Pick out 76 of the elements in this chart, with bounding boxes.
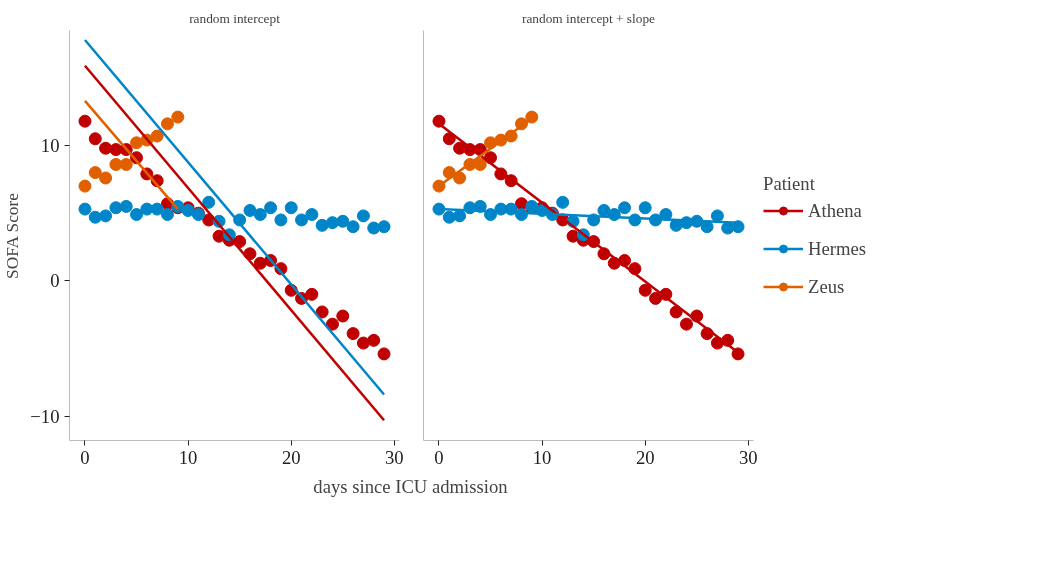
point bbox=[88, 132, 102, 146]
point bbox=[305, 208, 319, 222]
point bbox=[78, 179, 92, 193]
chart-title: random intercept bbox=[189, 10, 281, 26]
y-tick-label: 10 bbox=[40, 135, 60, 157]
x-tick-label: 0 bbox=[80, 446, 90, 468]
point bbox=[325, 317, 339, 331]
legend-label: Zeus bbox=[808, 275, 845, 298]
point bbox=[679, 317, 693, 331]
point bbox=[130, 208, 144, 222]
point bbox=[243, 203, 257, 217]
point bbox=[649, 291, 663, 305]
point bbox=[356, 209, 370, 223]
point bbox=[638, 283, 652, 297]
x-axis-title: days since ICU admission bbox=[313, 476, 509, 497]
point bbox=[99, 171, 113, 185]
point bbox=[109, 157, 123, 171]
point bbox=[525, 110, 539, 124]
point bbox=[325, 216, 339, 230]
point bbox=[377, 347, 391, 361]
point bbox=[367, 221, 381, 235]
x-tick-label: 30 bbox=[385, 446, 404, 468]
point bbox=[315, 218, 329, 232]
point bbox=[336, 309, 350, 323]
point bbox=[88, 166, 102, 180]
point bbox=[140, 202, 154, 216]
point bbox=[274, 213, 288, 227]
point bbox=[356, 336, 370, 350]
x-tick-label: 10 bbox=[532, 446, 552, 468]
point bbox=[305, 287, 319, 301]
point bbox=[295, 213, 309, 227]
point bbox=[171, 110, 185, 124]
point bbox=[119, 157, 133, 171]
point bbox=[264, 201, 278, 215]
x-tick-label: 30 bbox=[739, 446, 758, 468]
point bbox=[453, 171, 467, 185]
point bbox=[78, 114, 92, 128]
x-tick-label: 0 bbox=[434, 446, 444, 468]
point bbox=[99, 209, 113, 223]
y-tick-label: 0 bbox=[50, 270, 60, 292]
chart-title: random intercept + slope bbox=[522, 10, 656, 26]
y-axis-title: SOFA Score bbox=[3, 192, 23, 279]
legend-label: Athena bbox=[808, 199, 862, 222]
point bbox=[150, 129, 164, 143]
point bbox=[109, 201, 123, 215]
point bbox=[150, 202, 164, 216]
point bbox=[109, 143, 123, 157]
x-tick-label: 20 bbox=[281, 446, 301, 468]
point bbox=[638, 201, 652, 215]
point bbox=[710, 209, 724, 223]
x-tick-label: 10 bbox=[178, 446, 198, 468]
point bbox=[731, 347, 745, 361]
point bbox=[160, 208, 174, 222]
point bbox=[336, 214, 350, 228]
point bbox=[442, 132, 456, 146]
point bbox=[284, 201, 298, 215]
y-tick-label: −10 bbox=[30, 405, 60, 427]
point bbox=[202, 195, 216, 209]
legend-label: Hermes bbox=[808, 237, 867, 260]
point bbox=[473, 157, 487, 171]
point bbox=[346, 327, 360, 341]
point bbox=[160, 117, 174, 131]
point bbox=[453, 209, 467, 223]
legend-title: Patient bbox=[763, 172, 816, 195]
point bbox=[377, 220, 391, 234]
point bbox=[367, 333, 381, 347]
point bbox=[119, 199, 133, 213]
point bbox=[315, 305, 329, 319]
x-tick-label: 20 bbox=[635, 446, 655, 468]
point bbox=[556, 195, 570, 209]
point bbox=[618, 201, 632, 215]
point bbox=[78, 202, 92, 216]
point bbox=[253, 208, 267, 222]
point bbox=[346, 220, 360, 234]
point bbox=[432, 114, 446, 128]
point bbox=[731, 220, 745, 234]
